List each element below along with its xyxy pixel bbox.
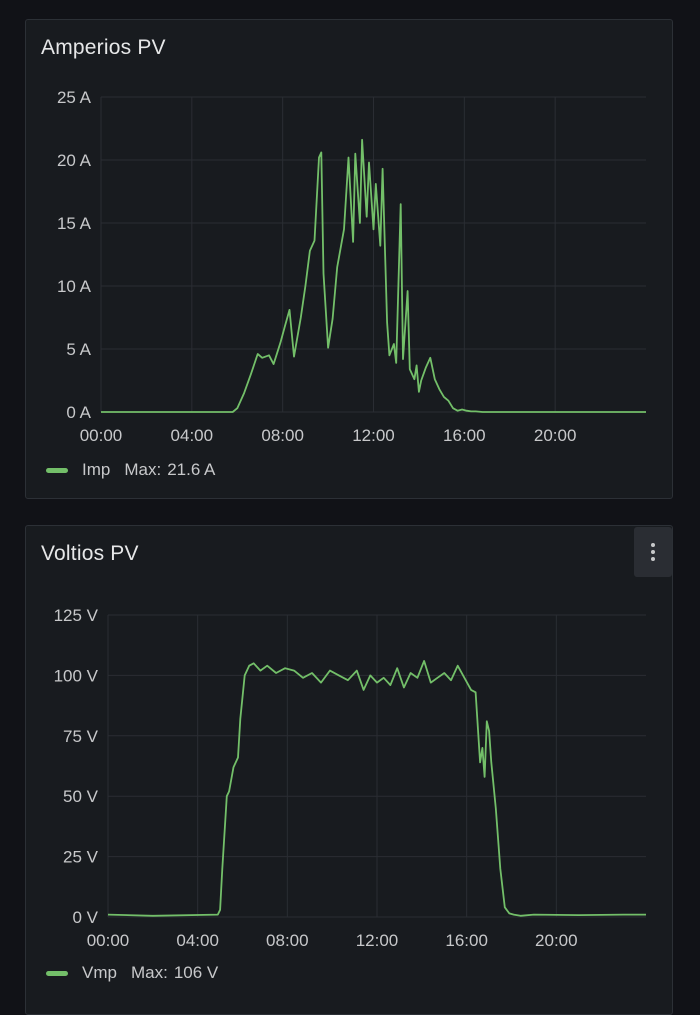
y-tick-label: 25 A: [57, 88, 92, 107]
y-tick-label: 20 A: [57, 151, 92, 170]
series-line-imp: [101, 138, 646, 413]
legend[interactable]: Imp Max: 21.6 A: [46, 460, 215, 480]
x-tick-label: 20:00: [534, 426, 577, 445]
y-tick-label: 25 V: [63, 848, 99, 867]
x-tick-label: 12:00: [356, 931, 399, 950]
legend-series-name: Vmp: [82, 963, 117, 982]
x-tick-label: 04:00: [176, 931, 219, 950]
legend-stat-label: Max:: [130, 963, 168, 982]
x-tick-label: 08:00: [261, 426, 304, 445]
y-tick-label: 10 A: [57, 277, 92, 296]
panel-title: Amperios PV: [41, 36, 166, 59]
legend[interactable]: Vmp Max: 106 V: [46, 963, 218, 983]
x-tick-label: 04:00: [171, 426, 214, 445]
volts-panel: Voltios PV 0 V 25 V 50 V 75 V 100 V 125 V 00:0…: [25, 525, 673, 1015]
x-tick-label: 00:00: [87, 931, 130, 950]
amps-chart: 0 A 5 A 10 A 15 A 20 A 25 A 00:00 04:00 08:00 12:…: [57, 88, 646, 445]
x-tick-label: 08:00: [266, 931, 309, 950]
legend-stat-value: 106 V: [173, 963, 219, 982]
y-tick-label: 5 A: [66, 340, 91, 359]
y-tick-label: 0 A: [66, 403, 91, 422]
kebab-menu-icon: [651, 543, 655, 561]
y-tick-label: 15 A: [57, 214, 92, 233]
x-tick-label: 16:00: [443, 426, 486, 445]
series-color-swatch: [46, 467, 68, 473]
legend-series-name: Imp: [82, 460, 111, 479]
x-tick-label: 16:00: [445, 931, 488, 950]
legend-stat-value: 21.6 A: [167, 460, 216, 479]
y-tick-label: 100 V: [54, 666, 99, 685]
panel-title: Voltios PV: [41, 542, 139, 565]
y-tick-label: 0 V: [72, 908, 98, 927]
y-tick-label: 50 V: [63, 787, 99, 806]
x-tick-label: 12:00: [352, 426, 395, 445]
volts-chart: 0 V 25 V 50 V 75 V 100 V 125 V 00:00 04:00 08:00…: [54, 606, 646, 950]
x-tick-label: 20:00: [535, 931, 578, 950]
panel-menu-button[interactable]: [634, 527, 672, 577]
y-tick-label: 125 V: [54, 606, 99, 625]
y-tick-label: 75 V: [63, 727, 99, 746]
legend-stat-label: Max:: [124, 460, 162, 479]
x-tick-label: 00:00: [80, 426, 123, 445]
series-color-swatch: [46, 970, 68, 976]
series-line-vmp: [107, 659, 646, 917]
